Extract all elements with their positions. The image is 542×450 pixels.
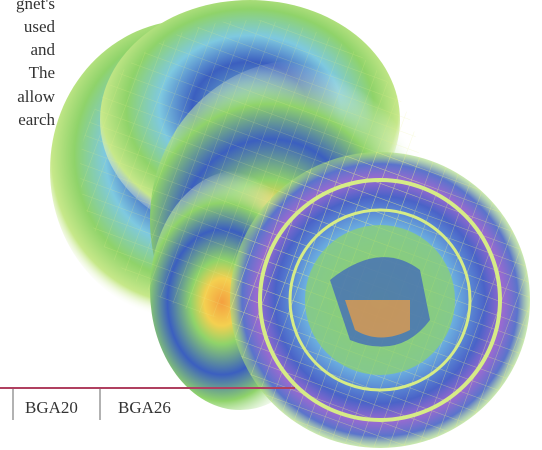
text-line: allow <box>17 87 55 107</box>
text-line: gnet's <box>16 0 55 14</box>
text-line: The <box>29 63 55 83</box>
text-line: used <box>24 17 55 37</box>
page: gnet's used and The allow earch BGA20 BG… <box>0 0 542 450</box>
text-line: earch <box>18 110 55 130</box>
text-line: and <box>30 40 55 60</box>
table-header: BGA20 <box>25 398 78 418</box>
table-header: BGA26 <box>118 398 171 418</box>
magnet-shapes <box>50 0 530 448</box>
magnet-render <box>0 0 542 450</box>
